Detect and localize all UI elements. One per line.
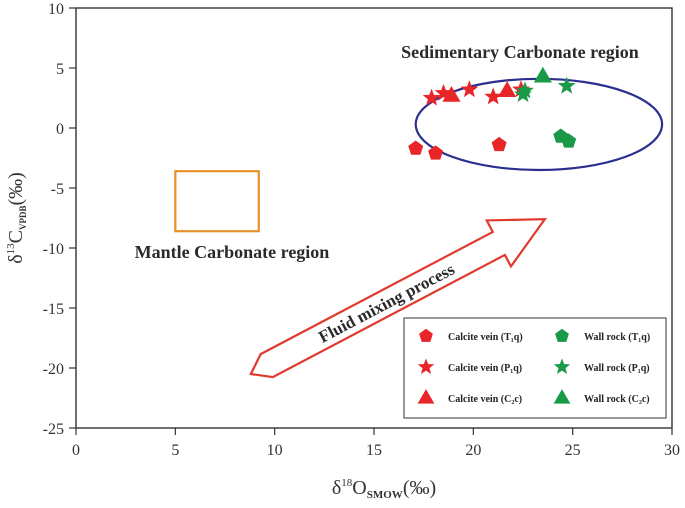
mantle-region-label: Mantle Carbonate region: [135, 242, 330, 262]
y-axis-title-sup: 13: [5, 243, 17, 255]
data-point-pentagon: [491, 136, 507, 152]
legend-item: Wall rock (P₁q): [553, 358, 650, 375]
x-tick-label: 15: [366, 442, 382, 459]
x-tick-label: 0: [72, 442, 80, 459]
y-tick-label: -15: [43, 301, 64, 318]
y-tick-label: -5: [51, 181, 64, 198]
data-points: [408, 66, 577, 160]
legend-box: [403, 317, 667, 419]
y-axis-title-sub: VPDB: [18, 206, 28, 231]
x-tick-label: 20: [465, 442, 481, 459]
x-tick-label: 30: [664, 442, 680, 459]
data-point-star: [516, 81, 534, 99]
data-point-star: [557, 76, 576, 94]
legend-label: Wall rock (C₂c): [584, 394, 650, 405]
x-tick-label: 25: [565, 442, 581, 459]
sedimentary-region-label: Sedimentary Carbonate region: [401, 42, 639, 62]
legend-label: Wall rock (T₁q): [584, 332, 650, 343]
x-axis-title-delta: δ: [332, 477, 341, 499]
legend-item: Calcite vein (C₂c): [417, 389, 522, 405]
data-point-pentagon: [408, 140, 424, 155]
x-axis-title: δ18OSMOW(‰): [332, 477, 436, 501]
y-tick-label: -25: [43, 421, 64, 438]
regions: Sedimentary Carbonate region Mantle Carbo…: [135, 42, 664, 262]
legend-label: Calcite vein (P₁q): [448, 363, 522, 374]
legend-item: Calcite vein (P₁q): [417, 358, 522, 375]
y-tick-label: 5: [56, 61, 64, 78]
legend-marker-triangle: [553, 389, 571, 404]
y-axis-title-unit: (‰): [5, 172, 27, 205]
series-3: [553, 128, 577, 148]
x-axis-title-main: O: [352, 477, 366, 499]
data-point-pentagon: [428, 145, 444, 160]
y-tick-label: -20: [43, 361, 64, 378]
x-tick-label: 10: [267, 442, 283, 459]
x-axis-title-sup: 18: [341, 477, 353, 489]
legend-marker-triangle: [417, 389, 435, 404]
legend-item: Calcite vein (T₁q): [419, 328, 523, 343]
y-tick-label: 10: [48, 1, 64, 18]
series-2: [442, 81, 517, 102]
x-axis-title-sub: SMOW: [367, 489, 403, 501]
data-point-triangle: [442, 85, 461, 102]
legend-marker-star: [553, 358, 571, 375]
y-tick-label: -10: [43, 241, 64, 258]
y-axis-title-delta: δ: [5, 254, 27, 263]
legend-item: Wall rock (T₁q): [555, 328, 650, 343]
y-axis-title: δ13CVPDB(‰): [5, 172, 28, 264]
data-point-triangle: [498, 81, 517, 97]
legend-marker-star: [417, 358, 435, 375]
legend-label: Wall rock (P₁q): [584, 363, 650, 374]
legend-label: Calcite vein (T₁q): [448, 332, 523, 343]
legend: Calcite vein (T₁q) Calcite vein (P₁q) Calc…: [403, 317, 667, 419]
y-tick-label: 0: [56, 121, 64, 138]
data-point-star: [460, 80, 479, 98]
x-tick-label: 5: [171, 442, 179, 459]
axes: 0 5 10 15 20 25 301050-5-10-15-20-25δ18OSMOW(‰…: [5, 1, 680, 501]
x-axis-title-unit: (‰): [403, 477, 436, 499]
data-point-star: [484, 87, 503, 105]
series-5: [533, 66, 552, 83]
data-point-triangle: [533, 66, 552, 83]
y-axis-title-main: C: [5, 230, 27, 243]
mantle-region-box: [174, 170, 260, 233]
data-point-star: [422, 88, 441, 106]
legend-marker-pentagon: [419, 328, 433, 342]
legend-marker-pentagon: [555, 328, 569, 342]
data-point-pentagon: [561, 133, 577, 148]
legend-label: Calcite vein (C₂c): [448, 394, 522, 405]
process-arrow-shape: [249, 218, 548, 379]
legend-item: Wall rock (C₂c): [553, 389, 650, 405]
series-4: [514, 76, 576, 102]
series-0: [408, 136, 507, 160]
